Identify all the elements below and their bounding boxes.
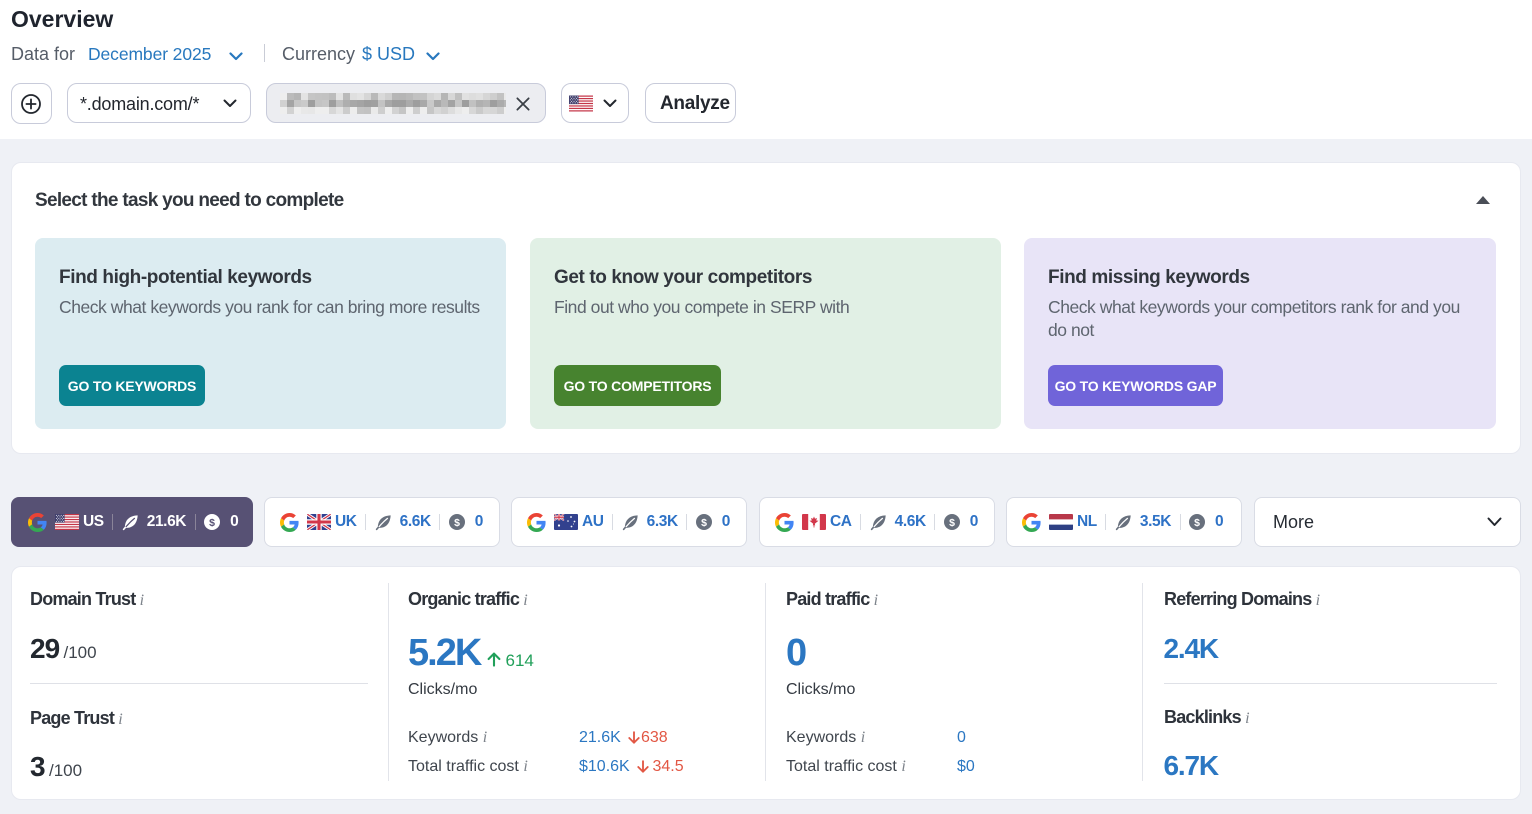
svg-text:$: $ (209, 517, 215, 529)
svg-text:$: $ (1194, 517, 1200, 529)
svg-text:$: $ (949, 517, 955, 529)
svg-text:$: $ (701, 517, 707, 529)
svg-text:$: $ (454, 517, 460, 529)
